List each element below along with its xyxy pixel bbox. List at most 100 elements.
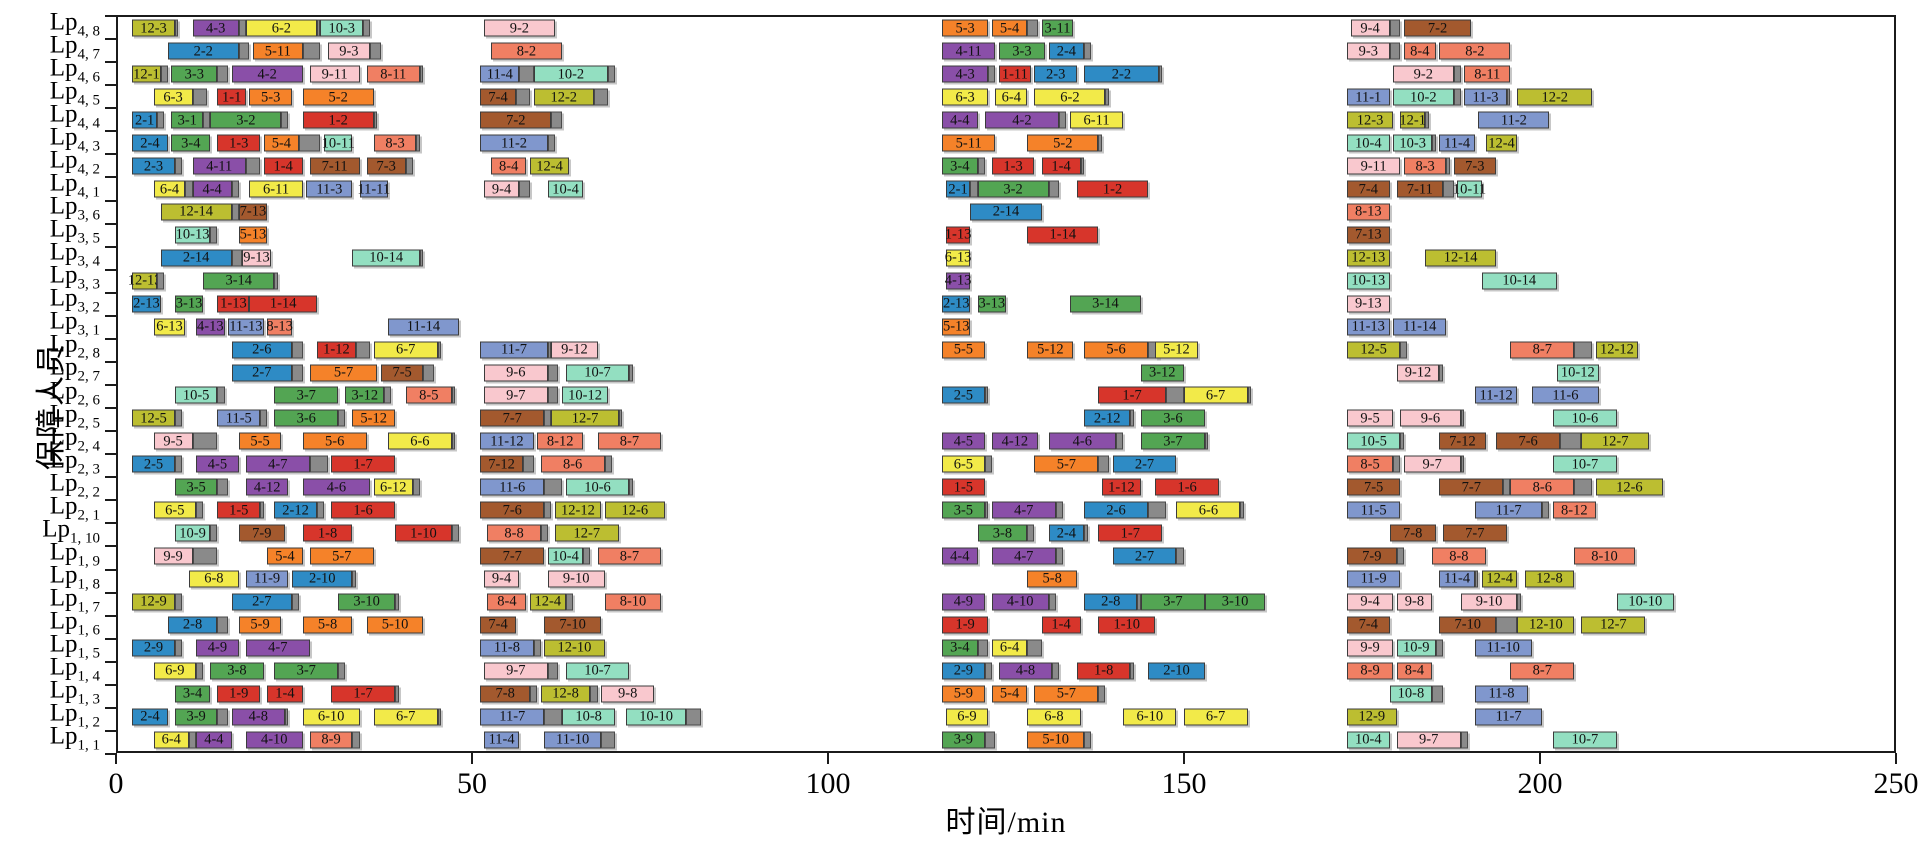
task-bar-label: 5-6: [324, 433, 345, 450]
task-bar-7-7: 7-7: [1442, 524, 1507, 542]
transition-segment: [405, 157, 413, 175]
task-bar-label: 6-7: [1205, 387, 1226, 404]
transition-segment: [231, 180, 239, 198]
transition-segment: [292, 341, 303, 359]
task-bar-label: 3-12: [351, 387, 379, 404]
task-bar-label: 11-10: [1486, 639, 1520, 656]
task-bar-5-3: 5-3: [249, 88, 293, 106]
task-bar-9-5: 9-5: [1346, 409, 1394, 427]
task-bar-4-3: 4-3: [942, 65, 989, 83]
task-bar-label: 3-8: [992, 525, 1013, 542]
task-bar-label: 6-11: [1083, 112, 1110, 129]
task-bar-label: 11-14: [406, 318, 441, 335]
task-bar-11-13: 11-13: [1346, 318, 1390, 336]
task-bar-10-4: 10-4: [547, 180, 584, 198]
task-bar-6-12: 6-12: [373, 478, 413, 496]
task-bar-9-7: 9-7: [1396, 731, 1461, 749]
transition-segment: [1400, 341, 1408, 359]
y-tick-label: Lp1, 3: [49, 676, 100, 708]
task-bar-label: 11-4: [488, 731, 515, 748]
transition-segment: [1389, 42, 1401, 60]
y-tick-label: Lp2, 3: [49, 446, 100, 478]
transition-segment: [437, 341, 442, 359]
transition-segment: [260, 409, 268, 427]
task-bar-8-4: 8-4: [490, 157, 527, 175]
task-bar-label: 12-12: [561, 502, 595, 519]
task-bar-12-6: 12-6: [604, 501, 665, 519]
transition-segment: [1176, 547, 1184, 565]
transition-segment: [547, 386, 559, 404]
task-bar-label: 4-6: [326, 479, 347, 496]
task-bar-10-4: 10-4: [1346, 134, 1390, 152]
transition-segment: [544, 501, 552, 519]
task-bar-label: 3-5: [953, 502, 974, 519]
transition-segment: [551, 111, 562, 129]
x-axis-tick: [471, 753, 473, 764]
task-bar-label: 12-14: [1443, 249, 1478, 266]
task-bar-label: 12-10: [557, 639, 592, 656]
task-bar-2-13: 2-13: [942, 295, 971, 313]
task-bar-label: 11-9: [254, 570, 281, 587]
task-bar-label: 3-8: [227, 662, 247, 679]
task-bar-2-14: 2-14: [160, 249, 232, 267]
task-bar-label: 7-5: [1363, 479, 1384, 496]
task-bar-9-3: 9-3: [1346, 42, 1390, 60]
task-bar-8-10: 8-10: [604, 593, 662, 611]
task-bar-1-10: 1-10: [395, 524, 452, 542]
task-bar-label: 6-4: [1001, 89, 1021, 106]
task-bar-4-6: 4-6: [1048, 432, 1117, 450]
task-bar-2-12: 2-12: [274, 501, 317, 519]
task-bar-10-4: 10-4: [1346, 731, 1390, 749]
task-bar-8-5: 8-5: [1346, 455, 1394, 473]
task-bar-9-10: 9-10: [547, 570, 605, 588]
task-bar-label: 12-4: [1486, 570, 1513, 587]
task-bar-2-7: 2-7: [231, 593, 293, 611]
task-bar-6-4: 6-4: [995, 88, 1028, 106]
transition-segment: [1027, 524, 1035, 542]
task-bar-label: 9-10: [562, 570, 590, 587]
task-bar-label: 11-5: [225, 410, 252, 427]
task-bar-label: 9-4: [1360, 20, 1380, 37]
x-axis-title: 时间/min: [945, 806, 1067, 839]
task-bar-label: 12-1: [133, 66, 160, 83]
task-bar-label: 2-6: [252, 341, 272, 358]
task-bar-label: 1-2: [328, 112, 348, 129]
task-bar-12-3: 12-3: [1346, 111, 1394, 129]
transition-segment: [260, 501, 264, 519]
task-bar-5-6: 5-6: [302, 432, 367, 450]
task-bar-12-7: 12-7: [1581, 432, 1649, 450]
x-axis-tick: [115, 753, 117, 764]
task-bar-label: 12-1: [1399, 112, 1426, 129]
task-bar-8-11: 8-11: [1464, 65, 1511, 83]
transition-segment: [970, 180, 978, 198]
task-bar-label: 5-11: [955, 135, 982, 152]
schedule-row-Lp4,8: 12-3 4-3 6-2 10-3 9-2 5-3 5-4 3-11 9-4 7-2: [118, 17, 1894, 40]
transition-segment: [1055, 547, 1063, 565]
transition-segment: [1389, 19, 1401, 37]
task-bar-1-5: 1-5: [217, 501, 261, 519]
task-bar-10-3: 10-3: [320, 19, 364, 37]
task-bar-5-8: 5-8: [1027, 570, 1078, 588]
task-bar-4-2: 4-2: [984, 111, 1060, 129]
task-bar-9-4: 9-4: [1346, 593, 1394, 611]
task-bar-8-2: 8-2: [1439, 42, 1511, 60]
task-bar-label: 9-4: [491, 181, 512, 198]
transition-segment: [189, 731, 197, 749]
task-bar-7-3: 7-3: [1453, 157, 1497, 175]
task-bar-label: 3-7: [1163, 593, 1183, 610]
task-bar-label: 2-12: [282, 502, 309, 519]
task-bar-8-7: 8-7: [1510, 341, 1575, 359]
task-bar-9-9: 9-9: [1346, 639, 1394, 657]
transition-segment: [1059, 111, 1067, 129]
task-bar-12-1: 12-1: [132, 65, 161, 83]
task-bar-11-9: 11-9: [245, 570, 289, 588]
transition-segment: [363, 19, 371, 37]
task-bar-3-5: 3-5: [174, 478, 218, 496]
task-bar-label: 10-9: [179, 525, 206, 542]
transition-segment: [984, 386, 989, 404]
task-bar-8-4: 8-4: [1396, 662, 1433, 680]
task-bar-1-8: 1-8: [302, 524, 353, 542]
task-bar-label: 11-7: [499, 708, 526, 725]
task-bar-3-6: 3-6: [274, 409, 339, 427]
transition-segment: [593, 88, 609, 106]
